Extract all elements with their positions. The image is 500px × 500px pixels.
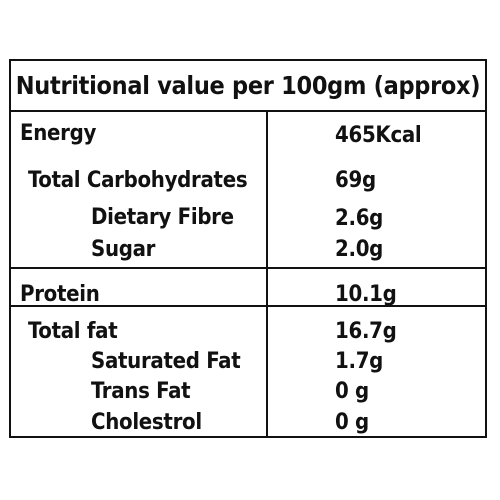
row-label-total-carbohydrates: Total Carbohydrates (28, 168, 248, 193)
row-value-dietary-fibre: 2.6g (335, 206, 384, 231)
row-label-dietary-fibre: Dietary Fibre (91, 205, 234, 230)
row-label-protein: Protein (20, 282, 100, 307)
row-divider-protein (11, 267, 485, 269)
row-value-total-carbohydrates: 69g (335, 168, 376, 193)
row-value-cholestrol: 0 g (335, 410, 369, 435)
row-label-sugar: Sugar (91, 237, 156, 262)
row-label-saturated-fat: Saturated Fat (91, 349, 241, 374)
row-value-protein: 10.1g (335, 282, 397, 307)
row-label-energy: Energy (20, 121, 97, 146)
row-value-sugar: 2.0g (335, 237, 384, 262)
row-label-total-fat: Total fat (28, 319, 118, 344)
table-title: Nutritional value per 100gm (approx) (11, 61, 485, 112)
row-label-cholestrol: Cholestrol (91, 410, 202, 435)
row-value-energy: 465Kcal (335, 123, 422, 148)
row-value-trans-fat: 0 g (335, 379, 369, 404)
row-value-saturated-fat: 1.7g (335, 349, 384, 374)
row-divider-fat (11, 305, 485, 307)
row-value-total-fat: 16.7g (335, 319, 397, 344)
nutrition-table: Nutritional value per 100gm (approx) Ene… (9, 59, 487, 438)
row-label-trans-fat: Trans Fat (91, 379, 191, 404)
column-divider (266, 110, 268, 436)
